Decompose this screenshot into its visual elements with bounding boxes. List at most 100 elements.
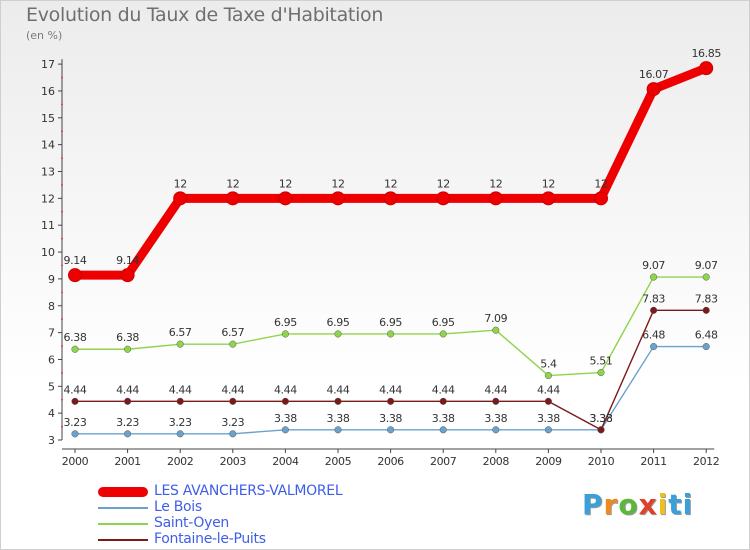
data-point: [71, 397, 79, 405]
x-tick-label: 2009: [535, 455, 562, 468]
data-point: [331, 191, 345, 206]
logo-letter: o: [618, 488, 639, 521]
data-point: [383, 191, 398, 206]
x-tick-label: 2005: [325, 455, 352, 468]
data-label: 9.14: [64, 254, 87, 267]
data-label: 12: [331, 177, 344, 190]
data-label: 12: [174, 177, 187, 190]
data-point: [597, 426, 605, 434]
data-point: [436, 191, 451, 206]
data-point: [646, 82, 661, 97]
y-tick-label: 8: [48, 300, 55, 313]
data-label: 5.4: [540, 358, 557, 371]
y-tick-label: 7: [48, 327, 55, 340]
x-tick-label: 2003: [220, 455, 247, 468]
data-point: [702, 343, 710, 351]
y-minor-tick: [61, 76, 63, 79]
data-label: 3.38: [590, 412, 613, 425]
data-point: [541, 191, 556, 206]
y-tick-label: 6: [48, 353, 55, 366]
data-label: 4.44: [274, 383, 297, 396]
data-label: 12: [542, 177, 555, 190]
data-label: 9.14: [116, 254, 139, 267]
x-tick-label: 2006: [377, 455, 404, 468]
data-label: 12: [489, 177, 502, 190]
data-label: 12: [594, 177, 607, 190]
data-label: 7.09: [484, 312, 507, 325]
legend-swatch: [98, 523, 148, 525]
data-label: 3.23: [64, 416, 87, 429]
data-label: 3.38: [432, 412, 455, 425]
data-label: 9.07: [642, 259, 665, 272]
data-point: [699, 61, 714, 76]
y-tick-label: 14: [41, 139, 55, 152]
chart-title: Evolution du Taux de Taxe d'Habitation: [26, 4, 384, 26]
y-minor-tick: [61, 130, 63, 133]
data-label: 12: [437, 177, 450, 190]
y-minor-tick: [61, 264, 63, 267]
data-point: [544, 426, 552, 434]
data-point: [544, 397, 552, 405]
data-point: [544, 372, 552, 380]
data-point: [173, 191, 188, 206]
y-tick-label: 16: [41, 85, 55, 98]
y-minor-tick: [61, 371, 63, 374]
data-label: 4.44: [537, 383, 560, 396]
data-label: 16.85: [691, 47, 721, 60]
data-label: 4.44: [432, 383, 455, 396]
data-point: [229, 397, 237, 405]
y-tick-label: 15: [41, 112, 55, 125]
data-point: [71, 430, 79, 438]
data-label: 12: [279, 177, 292, 190]
y-minor-tick: [61, 345, 63, 348]
series-line-main: [70, 63, 711, 280]
x-tick-label: 2002: [167, 455, 193, 468]
legend-label: Saint-Oyen: [154, 515, 229, 531]
y-tick-label: 5: [48, 380, 55, 393]
x-tick-label: 2008: [483, 455, 510, 468]
data-point: [334, 397, 342, 405]
data-point: [492, 326, 500, 334]
logo-letter: P: [582, 488, 604, 521]
x-tick-label: 2010: [588, 455, 615, 468]
data-point: [124, 430, 132, 438]
proxiti-logo: Proxiti: [582, 488, 693, 521]
data-point: [124, 345, 132, 353]
y-minor-tick: [61, 425, 63, 428]
y-minor-tick: [61, 157, 63, 160]
logo-letter: i: [657, 488, 669, 521]
data-label: 3.38: [274, 412, 297, 425]
data-label: 3.38: [379, 412, 402, 425]
data-point: [278, 191, 293, 206]
legend-label: Le Bois: [154, 499, 202, 515]
y-tick-label: 13: [41, 166, 55, 179]
y-minor-tick: [61, 183, 63, 186]
data-point: [281, 426, 289, 434]
y-tick-label: 12: [41, 192, 55, 205]
data-label: 12: [226, 177, 239, 190]
data-point: [176, 430, 184, 438]
data-label: 6.38: [116, 331, 139, 344]
data-point: [176, 340, 184, 348]
data-label: 6.95: [379, 316, 402, 329]
data-label: 6.38: [64, 331, 87, 344]
data-point: [229, 430, 237, 438]
legend-label: LES AVANCHERS-VALMOREL: [154, 483, 343, 499]
data-label: 6.48: [695, 329, 718, 342]
data-point: [492, 397, 500, 405]
data-label: 6.95: [274, 316, 297, 329]
y-tick-label: 4: [48, 407, 55, 420]
data-point: [702, 306, 710, 314]
data-label: 4.44: [379, 383, 402, 396]
x-tick-label: 2001: [114, 455, 140, 468]
data-point: [439, 397, 447, 405]
data-point: [594, 191, 608, 206]
logo-letter: ti: [668, 488, 694, 521]
legend-swatch: [98, 487, 148, 497]
data-point: [124, 397, 132, 405]
data-label: 4.44: [116, 383, 139, 396]
data-point: [71, 345, 79, 353]
data-label: 6.57: [169, 326, 192, 339]
data-point: [439, 330, 447, 338]
